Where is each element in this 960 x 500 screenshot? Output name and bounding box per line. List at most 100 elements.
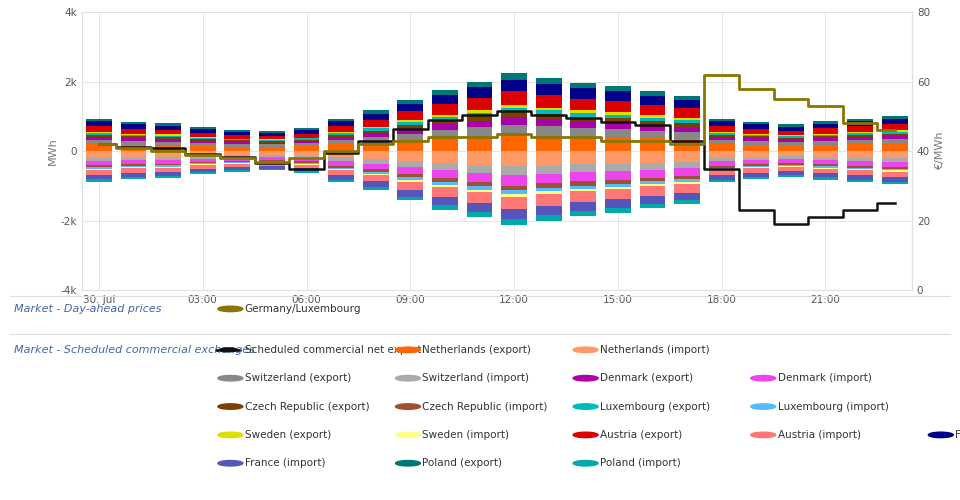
Bar — [570, 98, 596, 110]
Bar — [536, 184, 562, 188]
Bar — [225, 151, 251, 156]
Text: Czech Republic (import): Czech Republic (import) — [422, 402, 548, 411]
Bar — [259, 158, 285, 160]
Bar — [881, 151, 907, 158]
Bar — [86, 140, 112, 144]
Bar — [847, 151, 873, 158]
Bar — [225, 138, 251, 140]
Bar — [190, 162, 216, 164]
Bar — [121, 135, 147, 136]
Bar — [536, 166, 562, 174]
Bar — [86, 169, 112, 170]
Bar — [639, 204, 665, 208]
Bar — [294, 172, 320, 173]
Bar — [467, 190, 492, 192]
Bar — [363, 175, 389, 182]
Bar — [467, 88, 492, 98]
Text: Market - Scheduled commercial exchanges: Market - Scheduled commercial exchanges — [14, 345, 255, 355]
Bar — [778, 171, 804, 175]
Bar — [225, 160, 251, 162]
Bar — [190, 132, 216, 137]
Bar — [536, 114, 562, 119]
Bar — [536, 78, 562, 84]
Bar — [570, 82, 596, 88]
Bar — [328, 137, 354, 140]
Bar — [743, 136, 769, 138]
Bar — [605, 172, 631, 180]
Bar — [86, 168, 112, 169]
Bar — [225, 164, 251, 167]
Bar — [812, 122, 838, 124]
Bar — [847, 176, 873, 180]
Text: Czech Republic (export): Czech Republic (export) — [245, 402, 370, 411]
Bar — [674, 118, 700, 120]
Circle shape — [751, 432, 776, 438]
Bar — [86, 133, 112, 135]
Bar — [778, 167, 804, 171]
Bar — [467, 110, 492, 112]
Bar — [328, 168, 354, 169]
Bar — [86, 151, 112, 158]
Bar — [294, 164, 320, 168]
Bar — [708, 170, 734, 175]
Text: Sweden (import): Sweden (import) — [422, 430, 510, 440]
Bar — [847, 168, 873, 169]
Bar — [190, 143, 216, 146]
Bar — [605, 180, 631, 184]
Bar — [328, 180, 354, 182]
Bar — [467, 192, 492, 203]
Bar — [881, 130, 907, 132]
Bar — [812, 168, 838, 173]
Bar — [778, 124, 804, 126]
Bar — [570, 88, 596, 99]
Bar — [328, 169, 354, 170]
Bar — [674, 179, 700, 182]
Bar — [743, 151, 769, 157]
Bar — [847, 122, 873, 126]
Bar — [812, 145, 838, 151]
Bar — [432, 197, 458, 205]
Bar — [605, 184, 631, 187]
Bar — [812, 160, 838, 164]
Bar — [847, 170, 873, 175]
Bar — [86, 166, 112, 168]
Bar — [121, 134, 147, 135]
Bar — [190, 159, 216, 162]
Bar — [605, 190, 631, 200]
Bar — [778, 166, 804, 167]
Bar — [363, 120, 389, 127]
Bar — [259, 160, 285, 162]
Bar — [605, 92, 631, 101]
Bar — [605, 164, 631, 172]
Bar — [432, 182, 458, 185]
Bar — [294, 163, 320, 164]
Bar — [467, 165, 492, 173]
Bar — [501, 197, 527, 209]
Bar — [432, 104, 458, 115]
Bar — [432, 151, 458, 163]
Bar — [501, 124, 527, 134]
Bar — [708, 161, 734, 166]
Bar — [225, 135, 251, 138]
Bar — [674, 100, 700, 108]
Bar — [121, 151, 147, 157]
Bar — [570, 182, 596, 186]
Circle shape — [573, 460, 598, 466]
Bar — [881, 162, 907, 166]
Bar — [467, 121, 492, 128]
Bar — [225, 130, 251, 132]
Circle shape — [218, 306, 243, 312]
Text: Switzerland (import): Switzerland (import) — [422, 373, 529, 383]
Bar — [259, 144, 285, 147]
Bar — [847, 126, 873, 132]
Bar — [156, 176, 181, 178]
Bar — [328, 121, 354, 126]
Bar — [881, 144, 907, 151]
Bar — [605, 101, 631, 112]
Bar — [674, 176, 700, 179]
Bar — [812, 157, 838, 160]
Circle shape — [573, 347, 598, 352]
Bar — [570, 164, 596, 172]
Bar — [432, 120, 458, 124]
Bar — [605, 138, 631, 151]
